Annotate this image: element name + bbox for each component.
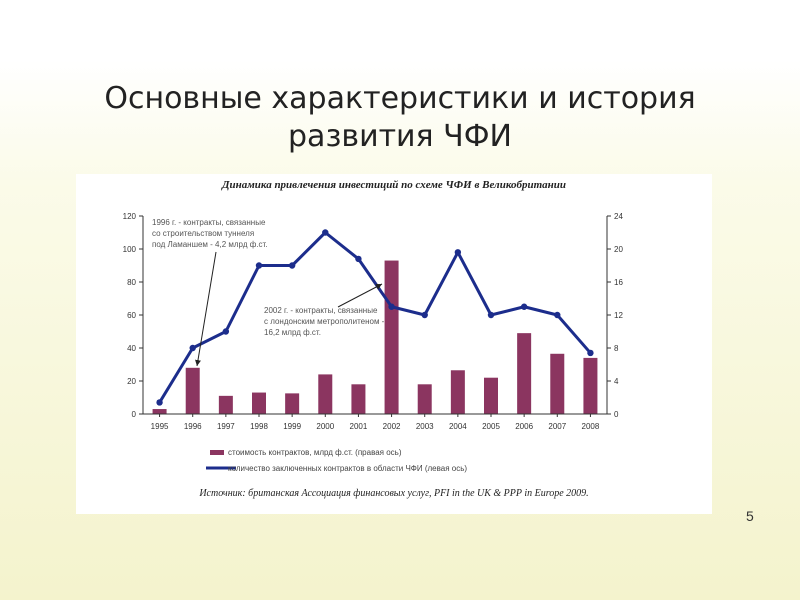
- right-tick-label: 20: [614, 245, 623, 254]
- line-point-2003: [421, 311, 428, 319]
- annotation-2002-line1: 2002 г. - контракты, связанные: [264, 306, 378, 315]
- slide-title: Основные характеристики и история развит…: [60, 80, 740, 156]
- right-tick-label: 12: [614, 311, 623, 320]
- line-point-2002: [388, 303, 395, 310]
- line-point-1997: [222, 328, 230, 335]
- x-tick-label: 2002: [383, 422, 401, 431]
- legend-bar-label: стоимость контрактов, млрд ф.ст. (правая…: [228, 448, 402, 457]
- line-point-1999: [288, 262, 296, 269]
- chart-panel: Динамика привлечения инвестиций по схеме…: [76, 174, 712, 514]
- annotation-2002-line3: 16,2 млрд ф.ст.: [264, 328, 321, 337]
- chart-source: Источник: британская Ассоциация финансов…: [198, 488, 588, 499]
- x-tick-label: 2006: [515, 422, 533, 431]
- annotation-1996-arrow: [195, 251, 217, 367]
- left-tick-label: 80: [127, 278, 136, 287]
- left-tick-label: 20: [127, 377, 136, 386]
- left-tick-label: 100: [123, 245, 137, 254]
- bar-2007: [550, 353, 565, 414]
- line-point-2008: [587, 349, 594, 357]
- bar-2005: [484, 377, 498, 414]
- bar-1995: [152, 409, 167, 414]
- x-tick-label: 1997: [217, 422, 235, 431]
- bar-1999: [285, 393, 300, 414]
- x-tick-label: 1999: [283, 422, 301, 431]
- bar-1998: [252, 392, 266, 414]
- line-point-2007: [554, 311, 561, 319]
- line-point-2000: [322, 229, 329, 236]
- line-point-2005: [487, 311, 495, 319]
- right-tick-label: 8: [614, 344, 619, 353]
- bar-2003: [417, 384, 432, 414]
- line-point-2004: [454, 249, 462, 256]
- x-tick-label: 2005: [482, 422, 500, 431]
- right-tick-label: 16: [614, 278, 623, 287]
- bar-2001: [351, 384, 366, 414]
- x-tick-label: 2008: [582, 422, 600, 431]
- line-point-1995: [156, 399, 163, 406]
- line-point-2006: [520, 303, 528, 310]
- annotation-2002-line2: с лондонским метрополитеном -: [264, 317, 385, 326]
- bar-2002: [384, 260, 399, 414]
- right-tick-label: 4: [614, 377, 619, 386]
- left-tick-label: 0: [132, 410, 137, 419]
- page-number: 5: [746, 508, 754, 524]
- x-tick-label: 1995: [151, 422, 169, 431]
- x-tick-label: 2001: [350, 422, 368, 431]
- annotation-1996-line1: 1996 г. - контракты, связанные: [152, 218, 266, 227]
- x-tick-label: 1996: [184, 422, 202, 431]
- annotation-1996-line3: под Ламаншем - 4,2 млрд ф.ст.: [152, 240, 268, 249]
- bar-2004: [450, 370, 465, 414]
- x-tick-label: 2000: [316, 422, 334, 431]
- annotation-1996: 1996 г. - контракты, связанные со строит…: [152, 218, 268, 367]
- left-tick-label: 120: [123, 212, 137, 221]
- legend-line-label: количество заключенных контрактов в обла…: [228, 464, 467, 473]
- bar-2008: [583, 357, 598, 414]
- right-tick-label: 0: [614, 410, 619, 419]
- annotation-1996-line2: со строительством туннеля: [152, 229, 254, 238]
- left-tick-label: 60: [127, 311, 136, 320]
- x-tick-label: 2007: [548, 422, 566, 431]
- bar-1997: [218, 395, 233, 414]
- chart: Динамика привлечения инвестиций по схеме…: [123, 179, 624, 499]
- bar-2006: [517, 333, 532, 414]
- slide-title-line1: Основные характеристики и история: [104, 81, 696, 116]
- x-tick-label: 2003: [416, 422, 434, 431]
- line-point-1996: [189, 344, 196, 352]
- bar-1996: [185, 367, 200, 414]
- bar-2000: [318, 374, 333, 414]
- left-tick-label: 40: [127, 344, 136, 353]
- x-tick-label: 1998: [250, 422, 268, 431]
- legend: стоимость контрактов, млрд ф.ст. (правая…: [206, 448, 467, 473]
- contracts-count-line: [158, 231, 592, 404]
- slide-title-line2: развития ЧФИ: [288, 119, 512, 154]
- annotation-2002: 2002 г. - контракты, связанные с лондонс…: [264, 283, 385, 337]
- x-tick-label: 2004: [449, 422, 467, 431]
- right-tick-label: 24: [614, 212, 623, 221]
- annotation-2002-arrow: [337, 283, 383, 308]
- chart-title: Динамика привлечения инвестиций по схеме…: [221, 179, 566, 191]
- legend-bar-swatch: [210, 450, 224, 455]
- line-point-2001: [355, 255, 362, 263]
- line-point-1998: [255, 262, 263, 269]
